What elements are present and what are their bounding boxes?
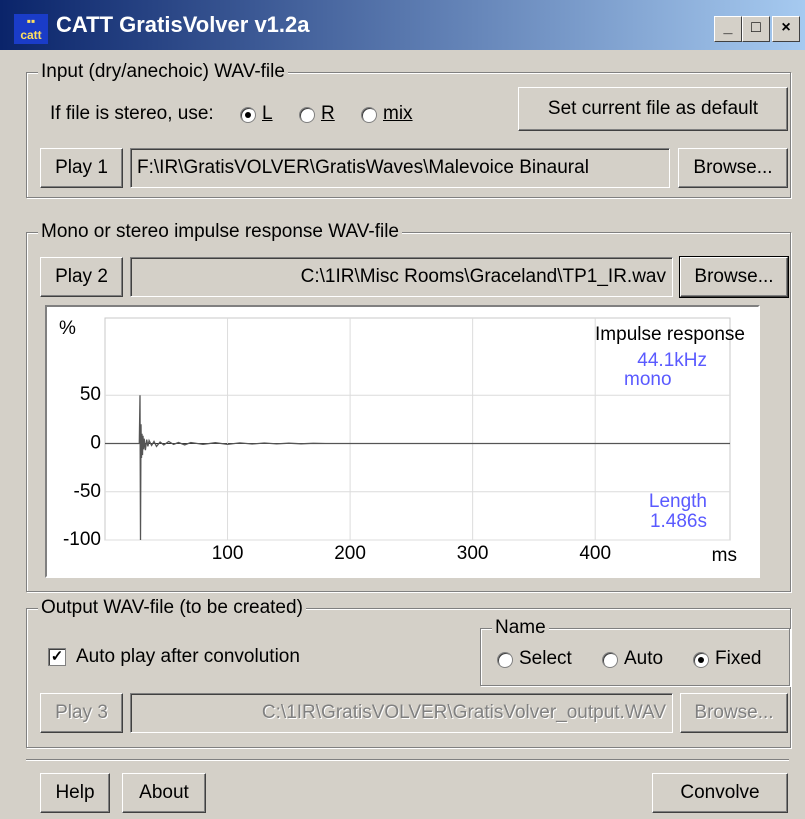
y-tick-label: 0	[90, 432, 101, 453]
annotation: 1.486s	[650, 511, 707, 532]
y-tick-label: -100	[63, 529, 101, 550]
about-button[interactable]: About	[122, 773, 206, 813]
radio[interactable]	[240, 107, 256, 123]
input-group	[26, 72, 791, 198]
browse-button[interactable]: Browse...	[679, 256, 789, 298]
browse-button[interactable]: Browse...	[678, 148, 788, 188]
separator	[26, 759, 789, 761]
group-label: Input (dry/anechoic) WAV-file	[38, 61, 288, 83]
impulse-group	[26, 232, 791, 592]
name-group	[480, 628, 790, 686]
annotation: 44.1kHz	[637, 350, 707, 371]
chart: 50 0 -50 -100 100 200 300 400% ms Impulse respons…	[59, 317, 745, 566]
chart-panel: 50 0 -50 -100 100 200 300 400% ms Impulse respons…	[45, 305, 760, 578]
group-label: Name	[492, 617, 549, 639]
radio-label: R	[321, 103, 335, 124]
radio-label: Fixed	[715, 648, 762, 669]
title-bar	[0, 0, 805, 50]
x-tick-label: 200	[334, 543, 366, 564]
y-tick-label: 50	[80, 384, 101, 405]
browse-button[interactable]: Browse...	[680, 693, 788, 733]
close-button[interactable]: ×	[772, 16, 800, 42]
radio-label: Select	[519, 648, 572, 669]
maximize-button[interactable]: □	[742, 16, 770, 42]
annotation: Length	[649, 491, 707, 512]
app-icon: ▪▪ catt	[14, 14, 48, 44]
group-label: Output WAV-file (to be created)	[38, 597, 306, 619]
path-field[interactable]: C:\1IR\GratisVOLVER\GratisVolver_output.…	[130, 693, 673, 733]
chart-title: Impulse response	[595, 324, 745, 345]
x-unit-label: ms	[712, 545, 737, 566]
stereo-label: If file is stereo, use:	[50, 103, 214, 124]
x-tick-label: 100	[212, 543, 244, 564]
x-tick-label: 400	[579, 543, 611, 564]
radio[interactable]	[693, 652, 709, 668]
play-button[interactable]: Play 3	[40, 693, 123, 733]
radio[interactable]	[497, 652, 513, 668]
radio-label: Auto	[624, 648, 664, 669]
y-tick-label: -50	[74, 481, 101, 502]
x-tick-label: 300	[457, 543, 489, 564]
help-button[interactable]: Help	[40, 773, 110, 813]
checkbox-label: Auto play after convolution	[76, 646, 300, 667]
checkbox[interactable]: ✓	[48, 648, 66, 666]
group-label: Mono or stereo impulse response WAV-file	[38, 221, 402, 243]
play-button[interactable]: Play 2	[40, 257, 123, 297]
radio[interactable]	[299, 107, 315, 123]
output-group	[26, 608, 791, 748]
path-field[interactable]: F:\IR\GratisVOLVER\GratisWaves\Malevoice…	[130, 148, 670, 188]
radio[interactable]	[361, 107, 377, 123]
waveform	[105, 395, 730, 541]
y-axis-label: %	[59, 318, 76, 339]
radio-label: L	[262, 103, 273, 124]
set-default-button[interactable]: Set current file as default	[518, 87, 788, 131]
radio[interactable]	[602, 652, 618, 668]
minimize-button[interactable]: _	[714, 16, 742, 42]
radio-label: mix	[383, 103, 413, 124]
convolve-button[interactable]: Convolve	[652, 773, 788, 813]
path-field[interactable]: C:\1IR\Misc Rooms\Graceland\TP1_IR.wav	[130, 257, 673, 297]
play-button[interactable]: Play 1	[40, 148, 123, 188]
window-title: CATT GratisVolver v1.2a	[56, 12, 310, 37]
annotation: mono	[624, 369, 672, 390]
plot-area	[104, 317, 731, 541]
